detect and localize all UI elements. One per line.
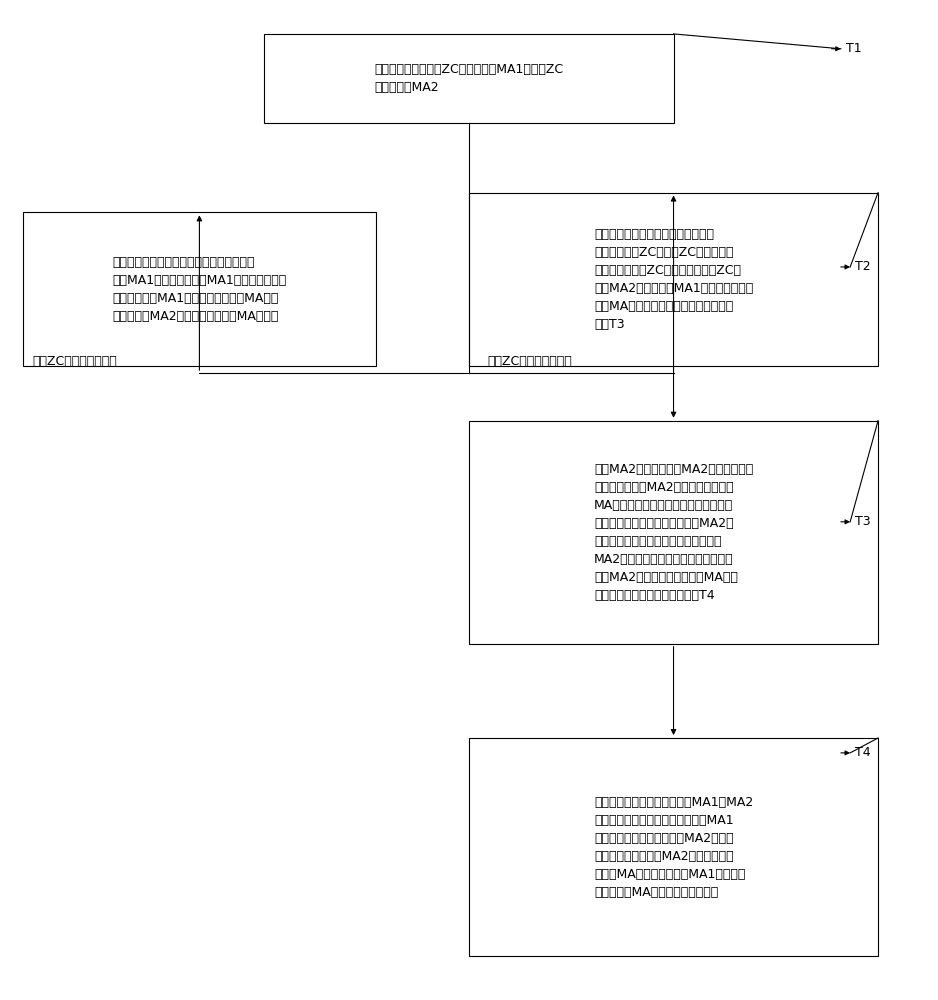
Text: 当列车驶入所述共管区域的起始位置
时，所述移交ZC向接管ZC发送移交申
请，若所述移交ZC没有接收到接管ZC回
复的MA2，则将所述MA1的终点作为混合
移交M: 当列车驶入所述共管区域的起始位置 时，所述移交ZC向接管ZC发送移交申 请，若所… xyxy=(594,228,753,331)
Text: T4: T4 xyxy=(855,746,870,759)
Text: 在共管区域内，移交ZC计算列车的MA1，接管ZC
计算列车的MA2: 在共管区域内，移交ZC计算列车的MA1，接管ZC 计算列车的MA2 xyxy=(374,63,564,94)
Text: 移交ZC的移动授权混合: 移交ZC的移动授权混合 xyxy=(488,355,572,368)
Text: T2: T2 xyxy=(855,260,870,273)
FancyBboxPatch shape xyxy=(469,193,878,366)
Text: 在列车运行方向上，比较所述MA1和MA2
的终点距列车车头的距离，若所述MA1
终点距车头的距离大于所述MA2的终点
距车头的距离，则取MA2的终点作为混
合移: 在列车运行方向上，比较所述MA1和MA2 的终点距列车车头的距离，若所述MA1 … xyxy=(594,796,753,899)
Text: T3: T3 xyxy=(855,515,870,528)
FancyBboxPatch shape xyxy=(265,34,673,123)
FancyBboxPatch shape xyxy=(23,212,376,366)
FancyBboxPatch shape xyxy=(469,421,878,644)
Text: T1: T1 xyxy=(845,42,861,55)
Text: 接管ZC的移动授权混合: 接管ZC的移动授权混合 xyxy=(32,355,117,368)
Text: 当列车车头越过所述共管区域的分界点时，
解析MA1的终点，若所述MA1终点没有超过车
头位置，则取MA1终点作为混合接管MA的终
点，否则取MA2终点作为混合接: 当列车车头越过所述共管区域的分界点时， 解析MA1的终点，若所述MA1终点没有超… xyxy=(113,256,286,323)
FancyBboxPatch shape xyxy=(469,738,878,956)
Text: 解析MA2终点，若所述MA2终点没有超过
车头位置，则取MA2终点作为混合移交
MA的终点，并结束混合；否则查询所述
共管区域的终点位置，判断所述MA2的
终点: 解析MA2终点，若所述MA2终点没有超过 车头位置，则取MA2终点作为混合移交 … xyxy=(594,463,753,602)
